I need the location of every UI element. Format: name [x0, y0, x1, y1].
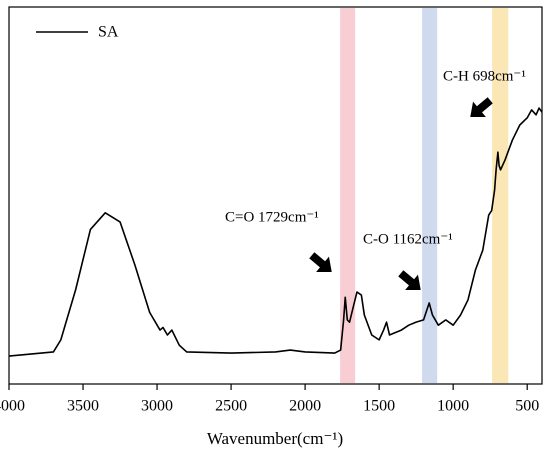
bands	[340, 8, 509, 383]
x-tick-label: 1000	[437, 398, 469, 415]
annotation: C-H 698cm⁻¹	[443, 68, 526, 84]
x-tick-label: 500	[515, 398, 539, 415]
arrow	[470, 97, 493, 117]
highlight-band	[492, 8, 509, 383]
x-tick-label: 3500	[67, 398, 99, 415]
x-tick-label: 4000	[0, 398, 25, 415]
plot	[8, 107, 543, 357]
x-tick-label: 2500	[215, 398, 247, 415]
legend-label: SA	[98, 24, 119, 41]
highlight-band	[422, 8, 438, 383]
x-tick-label: 2000	[289, 398, 321, 415]
x-tick-label: 3000	[141, 398, 173, 415]
arrow	[398, 270, 421, 290]
annotation: C-O 1162cm⁻¹	[363, 231, 453, 247]
x-axis-label: Wavenumber(cm⁻¹)	[207, 429, 343, 448]
x-tick-label: 1500	[363, 398, 395, 415]
highlight-band	[340, 8, 356, 383]
annotation: C=O 1729cm⁻¹	[225, 209, 319, 225]
spectrum-line	[8, 107, 543, 357]
arrow	[309, 252, 332, 272]
plot-frame	[8, 6, 543, 385]
